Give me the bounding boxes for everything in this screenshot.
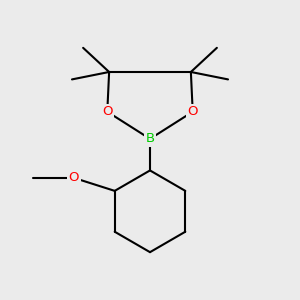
Text: O: O (188, 105, 198, 118)
Text: B: B (146, 132, 154, 146)
Text: O: O (69, 171, 79, 184)
Text: O: O (102, 105, 112, 118)
